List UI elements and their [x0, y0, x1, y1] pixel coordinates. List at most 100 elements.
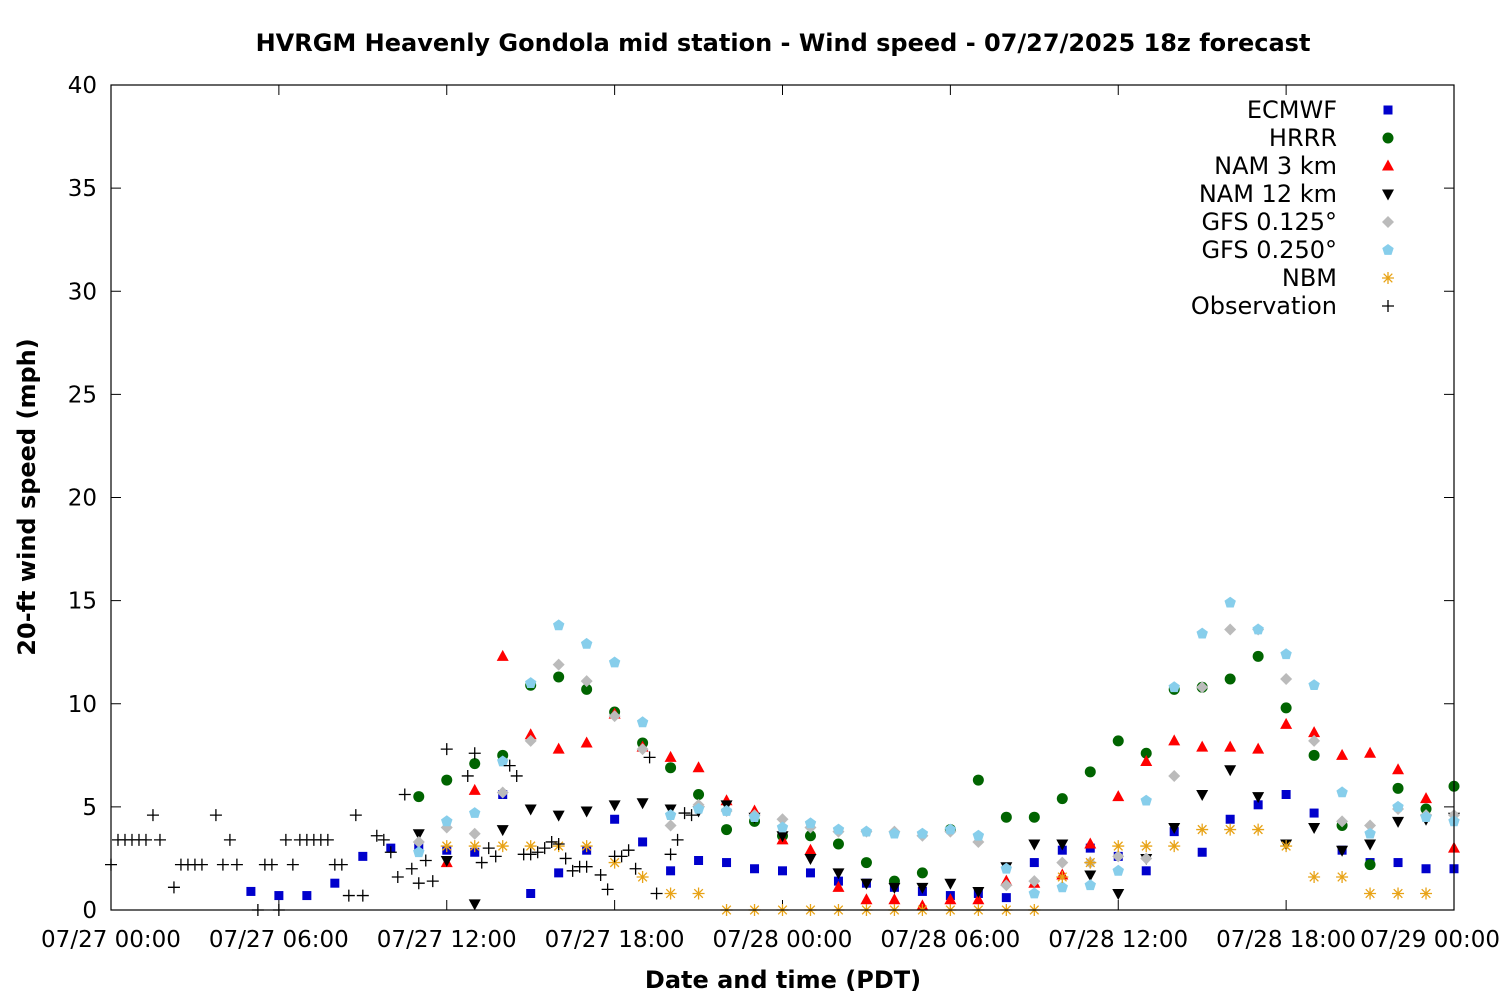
data-point [693, 789, 705, 800]
data-point [1196, 790, 1209, 801]
data-point [1197, 847, 1207, 857]
data-point [1000, 811, 1012, 823]
data-point [1336, 871, 1349, 883]
data-point [636, 716, 649, 728]
x-tick-label: 07/27 06:00 [209, 927, 349, 953]
data-point [1000, 862, 1012, 874]
legend-label: HRRR [1269, 124, 1337, 152]
data-point [1056, 871, 1069, 883]
data-point [721, 824, 733, 836]
chart-title: HVRGM Heavenly Gondola mid station - Win… [256, 29, 1311, 57]
data-point [1196, 681, 1209, 694]
data-point [419, 854, 432, 867]
data-point [1028, 811, 1040, 823]
data-point [525, 677, 537, 688]
data-point [230, 858, 243, 871]
y-tick-label: 30 [68, 279, 97, 305]
data-point [972, 893, 985, 905]
data-point [441, 774, 453, 786]
data-point [468, 899, 481, 911]
legend-label: NAM 3 km [1214, 152, 1337, 180]
data-point [302, 891, 312, 901]
data-point [195, 858, 208, 871]
data-point [581, 683, 593, 695]
data-point [1112, 840, 1125, 853]
data-point [692, 887, 705, 900]
y-axis-label: 20-ft wind speed (mph) [13, 338, 41, 655]
data-point [440, 743, 453, 756]
data-point [209, 809, 222, 822]
data-point [944, 878, 957, 890]
data-point [1112, 864, 1124, 876]
data-point [412, 877, 425, 890]
data-point [944, 823, 957, 835]
data-point [321, 833, 334, 846]
data-point [1224, 765, 1237, 777]
data-point [489, 850, 502, 863]
data-point [1224, 823, 1237, 836]
data-point [665, 762, 677, 774]
data-point [594, 868, 607, 881]
data-point [356, 889, 369, 902]
data-point [496, 840, 509, 853]
data-point [552, 838, 565, 850]
data-point [664, 848, 677, 861]
data-point [330, 878, 340, 888]
legend-marker [1382, 159, 1394, 171]
data-point [972, 886, 985, 898]
data-point [265, 858, 278, 871]
data-point [246, 886, 256, 896]
data-point [412, 829, 425, 841]
data-point [566, 864, 579, 877]
data-point [1140, 755, 1153, 766]
data-point [468, 747, 481, 760]
data-point [413, 791, 425, 803]
y-tick-label: 25 [68, 382, 97, 408]
legend-marker [1382, 132, 1394, 144]
data-point [469, 758, 481, 770]
data-point [608, 800, 621, 812]
legend-entry: NAM 12 km [1199, 180, 1394, 208]
data-point [524, 804, 537, 816]
data-point [1364, 887, 1377, 900]
data-point [860, 878, 873, 890]
data-point [608, 856, 621, 869]
data-point [804, 853, 817, 865]
data-point [461, 769, 474, 782]
data-point [608, 656, 621, 668]
data-point [1000, 879, 1013, 892]
legend-marker [1382, 216, 1394, 228]
data-point [1224, 673, 1236, 685]
data-point [1252, 623, 1264, 635]
data-point [1393, 858, 1403, 868]
legend-entry: GFS 0.125° [1201, 208, 1394, 236]
series-hrrr [413, 650, 1460, 887]
data-point [1224, 740, 1237, 752]
legend-marker [1382, 272, 1394, 284]
data-point [629, 862, 642, 875]
legend-marker [1383, 105, 1393, 115]
data-point [1140, 794, 1152, 806]
data-point [1168, 734, 1181, 746]
series-gfs-0-250- [413, 596, 1460, 899]
data-point [622, 844, 635, 857]
data-point [223, 833, 236, 846]
data-point [615, 850, 628, 863]
data-point [1225, 814, 1235, 824]
data-point [1280, 648, 1292, 660]
x-tick-label: 07/28 00:00 [713, 927, 853, 953]
y-tick-label: 10 [68, 692, 97, 718]
data-point [832, 880, 845, 892]
data-point [559, 852, 572, 865]
data-point [1056, 881, 1068, 893]
data-point [384, 846, 397, 859]
data-point [580, 840, 593, 853]
data-point [664, 819, 677, 832]
data-point [671, 833, 684, 846]
data-point [664, 750, 677, 762]
plot-frame [110, 84, 1455, 911]
data-point [1028, 887, 1040, 899]
data-point [678, 807, 691, 820]
data-point [972, 829, 985, 841]
data-point [510, 769, 523, 782]
